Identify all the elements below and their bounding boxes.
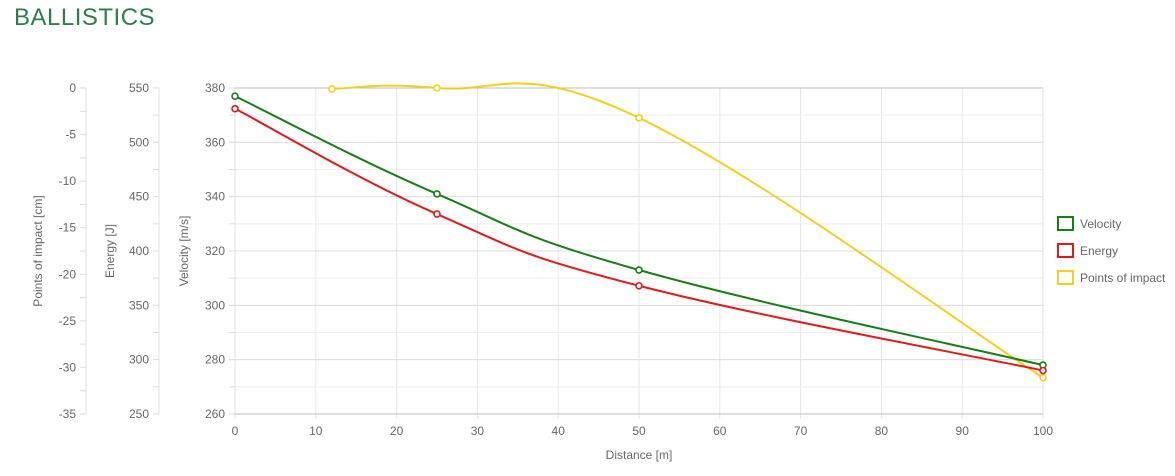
energy-tick-label: 400 [129,244,149,258]
poi-tick-label: -25 [59,314,77,328]
poi-tick-label: 0 [69,81,76,95]
poi-tick-label: -35 [59,407,77,421]
x-tick-label: 30 [471,424,485,438]
velocity-series-line [234,95,1044,367]
velocity-data-point[interactable] [433,190,441,198]
energy-tick-label: 250 [129,407,149,421]
x-tick-label: 40 [552,424,566,438]
velocity-tick-label: 280 [205,353,225,367]
legend-label-energy[interactable]: Energy [1080,244,1118,258]
velocity-tick-label: 340 [205,190,225,204]
points-of-impact-series-line [331,82,1044,379]
velocity-data-point[interactable] [635,266,643,274]
velocity-tick-label: 380 [205,81,225,95]
poi-tick-label: -15 [59,221,77,235]
poi-axis-title: Points of impact [cm] [31,195,45,306]
energy-axis-title: Energy [J] [103,224,117,278]
legend-swatch-points-of-impact[interactable] [1057,270,1074,285]
points-of-impact-data-point[interactable] [328,85,336,93]
points-of-impact-data-point[interactable] [635,114,643,122]
x-tick-label: 90 [956,424,970,438]
x-tick-label: 80 [875,424,889,438]
velocity-tick-label: 300 [205,298,225,312]
x-tick-label: 70 [794,424,808,438]
energy-tick-label: 450 [129,190,149,204]
x-tick-label: 60 [713,424,727,438]
energy-tick-label: 300 [129,353,149,367]
x-tick-label: 50 [632,424,646,438]
poi-tick-label: -30 [59,360,77,374]
energy-data-point[interactable] [231,104,239,113]
points-of-impact-data-point[interactable] [1039,373,1047,382]
velocity-tick-label: 320 [205,244,225,258]
energy-data-point[interactable] [635,281,643,290]
energy-data-point[interactable] [1039,366,1047,375]
energy-tick-label: 550 [129,81,149,95]
x-tick-label: 100 [1033,424,1053,438]
legend-swatch-velocity[interactable] [1057,216,1074,231]
poi-tick-label: -5 [65,128,76,142]
page-title: BALLISTICS [14,4,156,31]
points-of-impact-data-point[interactable] [433,84,441,92]
poi-tick-label: -10 [59,174,77,188]
legend-label-points-of-impact[interactable]: Points of impact [1080,271,1166,285]
velocity-data-point[interactable] [231,92,239,100]
poi-tick-label: -20 [59,267,77,281]
velocity-axis-title: Velocity [m/s] [177,216,191,287]
x-tick-label: 0 [232,424,239,438]
legend-swatch-energy[interactable] [1057,243,1074,258]
velocity-tick-label: 260 [205,407,225,421]
energy-tick-label: 500 [129,135,149,149]
energy-series-line [234,107,1044,372]
x-tick-label: 20 [390,424,404,438]
x-axis-title: Distance [m] [606,448,673,462]
x-tick-label: 10 [309,424,323,438]
velocity-tick-label: 360 [205,135,225,149]
legend-label-velocity[interactable]: Velocity [1080,217,1121,231]
energy-data-point[interactable] [433,210,441,218]
energy-tick-label: 350 [129,298,149,312]
